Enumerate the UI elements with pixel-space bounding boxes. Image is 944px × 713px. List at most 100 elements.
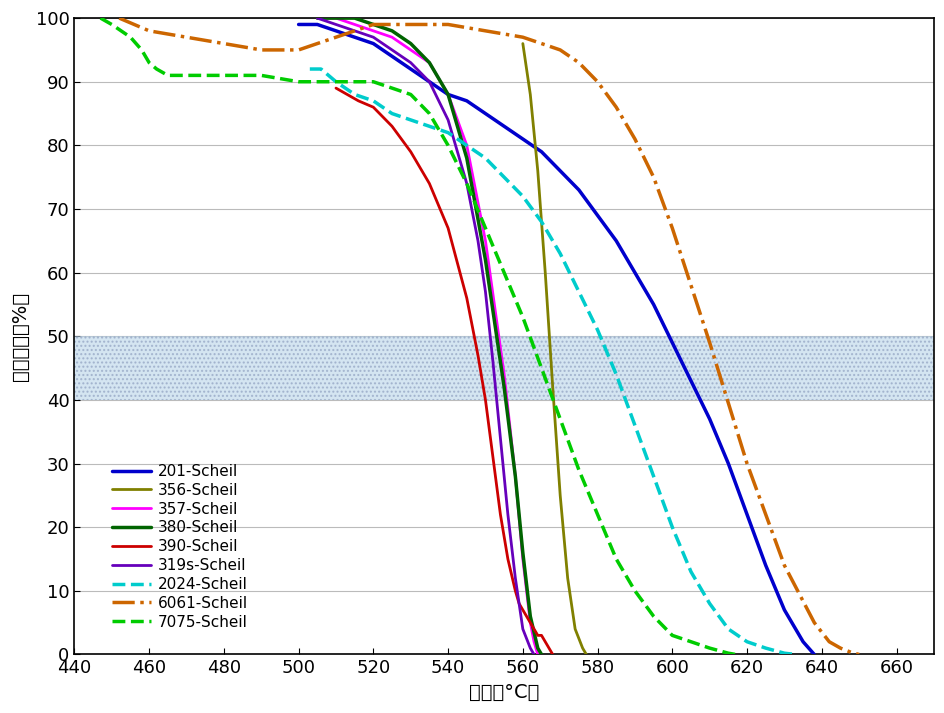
6061-Scheil: [852, 650, 864, 659]
2024-Scheil: [367, 96, 379, 105]
390-Scheil: [509, 587, 520, 595]
6061-Scheil: [535, 39, 547, 48]
357-Scheil: [528, 637, 539, 646]
390-Scheil: [531, 631, 543, 640]
390-Scheil: [547, 650, 558, 659]
380-Scheil: [337, 14, 348, 22]
7075-Scheil: [94, 14, 106, 22]
6061-Scheil: [516, 33, 528, 41]
390-Scheil: [352, 96, 363, 105]
7075-Scheil: [218, 71, 229, 80]
2024-Scheil: [480, 154, 491, 163]
390-Scheil: [520, 612, 531, 620]
390-Scheil: [423, 179, 434, 188]
357-Scheil: [524, 618, 535, 627]
380-Scheil: [531, 644, 543, 652]
2024-Scheil: [330, 78, 342, 86]
X-axis label: 温度（°C）: 温度（°C）: [468, 683, 539, 702]
319s-Scheil: [472, 237, 483, 245]
380-Scheil: [535, 650, 547, 659]
6061-Scheil: [113, 14, 125, 22]
6061-Scheil: [218, 39, 229, 48]
7075-Scheil: [255, 71, 266, 80]
356-Scheil: [554, 491, 565, 500]
319s-Scheil: [495, 434, 506, 442]
2024-Scheil: [348, 91, 360, 99]
380-Scheil: [442, 91, 453, 99]
6061-Scheil: [348, 26, 360, 35]
380-Scheil: [516, 548, 528, 557]
2024-Scheil: [759, 644, 770, 652]
390-Scheil: [480, 396, 491, 404]
356-Scheil: [580, 650, 591, 659]
6061-Scheil: [741, 459, 752, 468]
6061-Scheil: [330, 33, 342, 41]
357-Scheil: [509, 472, 520, 481]
380-Scheil: [312, 14, 323, 22]
356-Scheil: [562, 574, 573, 583]
319s-Scheil: [516, 625, 528, 633]
201-Scheil: [703, 415, 715, 424]
7075-Scheil: [461, 179, 472, 188]
2024-Scheil: [461, 141, 472, 150]
7075-Scheil: [367, 78, 379, 86]
390-Scheil: [405, 148, 416, 156]
390-Scheil: [341, 91, 352, 99]
6061-Scheil: [255, 46, 266, 54]
7075-Scheil: [143, 58, 155, 67]
2024-Scheil: [516, 192, 528, 200]
2024-Scheil: [684, 568, 696, 576]
201-Scheil: [423, 78, 434, 86]
6061-Scheil: [367, 20, 379, 29]
201-Scheil: [293, 20, 304, 29]
201-Scheil: [610, 237, 621, 245]
7075-Scheil: [666, 631, 677, 640]
380-Scheil: [386, 26, 397, 35]
357-Scheil: [330, 14, 342, 22]
2024-Scheil: [666, 523, 677, 531]
390-Scheil: [367, 103, 379, 111]
6061-Scheil: [610, 103, 621, 111]
356-Scheil: [577, 644, 588, 652]
2024-Scheil: [610, 370, 621, 379]
201-Scheil: [648, 300, 659, 309]
6061-Scheil: [405, 20, 416, 29]
7075-Scheil: [684, 637, 696, 646]
201-Scheil: [348, 33, 360, 41]
201-Scheil: [330, 26, 342, 35]
390-Scheil: [386, 122, 397, 130]
7075-Scheil: [610, 555, 621, 563]
357-Scheil: [423, 58, 434, 67]
380-Scheil: [497, 383, 509, 391]
201-Scheil: [778, 605, 789, 614]
356-Scheil: [524, 91, 535, 99]
7075-Scheil: [106, 20, 117, 29]
2024-Scheil: [789, 650, 801, 659]
7075-Scheil: [516, 313, 528, 322]
2024-Scheil: [591, 326, 602, 334]
2024-Scheil: [778, 649, 789, 657]
6061-Scheil: [442, 20, 453, 29]
357-Scheil: [405, 46, 416, 54]
6061-Scheil: [554, 46, 565, 54]
Line: 356-Scheil: 356-Scheil: [522, 43, 585, 655]
2024-Scheil: [405, 116, 416, 124]
Y-axis label: 固相含量（%）: 固相含量（%）: [11, 292, 30, 381]
7075-Scheil: [405, 91, 416, 99]
7075-Scheil: [703, 644, 715, 652]
380-Scheil: [480, 256, 491, 265]
2024-Scheil: [741, 637, 752, 646]
6061-Scheil: [703, 339, 715, 347]
356-Scheil: [516, 39, 528, 48]
6061-Scheil: [834, 644, 845, 652]
Line: 390-Scheil: 390-Scheil: [336, 88, 552, 655]
2024-Scheil: [703, 600, 715, 608]
201-Scheil: [554, 167, 565, 175]
6061-Scheil: [666, 224, 677, 232]
356-Scheil: [569, 625, 581, 633]
319s-Scheil: [528, 650, 539, 659]
380-Scheil: [367, 20, 379, 29]
390-Scheil: [501, 555, 513, 563]
6061-Scheil: [648, 173, 659, 182]
7075-Scheil: [151, 65, 162, 73]
